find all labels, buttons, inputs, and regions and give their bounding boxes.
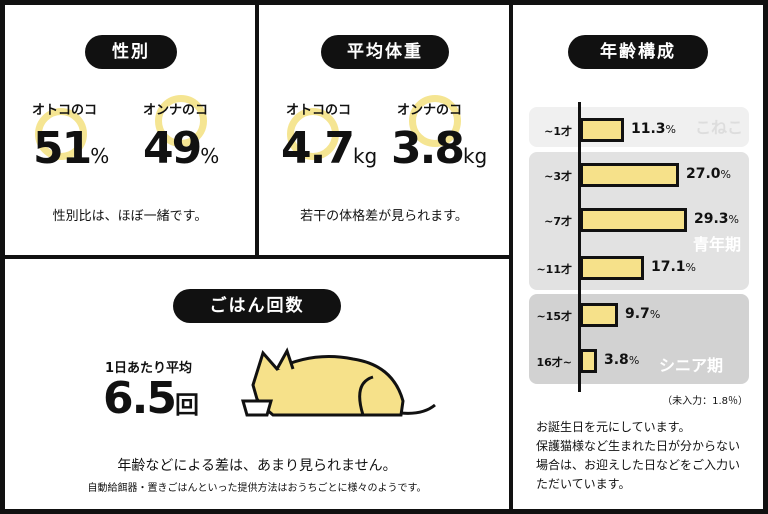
male-label: オトコのコ: [286, 103, 352, 118]
weight-panel: 平均体重 オトコのコ オンナのコ 4.7kg 3.8kg 若干の体格差が見られま…: [259, 5, 509, 255]
female-label: オンナのコ: [143, 103, 209, 118]
age-value: 3.8%: [604, 352, 640, 368]
age-bar: [580, 208, 687, 232]
female-symbol-icon: [409, 95, 461, 147]
band-kitten: こねこ: [529, 107, 749, 147]
age-label: 16才~: [536, 356, 572, 369]
age-label: ~1才: [544, 125, 572, 138]
missing-note: （未入力：1.8％）: [662, 396, 748, 407]
axis-line: [578, 102, 581, 392]
age-value: 17.1%: [651, 259, 696, 275]
age-bar: [580, 349, 597, 373]
cat-eating-illustration: [241, 347, 436, 417]
age-label: ~11才: [536, 263, 572, 276]
age-value: 9.7%: [625, 306, 661, 322]
age-note: お誕生日を元にしています。 保護猫様など生まれた日が分からない場合は、お迎えした…: [536, 420, 741, 491]
age-value: 27.0%: [686, 166, 731, 182]
band-senior: シニア期: [529, 294, 749, 384]
meals-avg-label: 1日あたり平均: [105, 361, 193, 376]
female-ratio: 49%: [143, 123, 220, 174]
sex-note: 性別比は、ほぼ一緒です。: [52, 209, 208, 224]
age-label: ~15才: [536, 310, 572, 323]
meals-value: 6.5回: [103, 373, 199, 424]
weight-note: 若干の体格差が見られます。: [300, 209, 468, 224]
male-weight: 4.7kg: [281, 123, 378, 174]
weight-title: 平均体重: [321, 35, 449, 69]
band-adult-label: 青年期: [692, 235, 741, 254]
meals-panel: ごはん回数 1日あたり平均 6.5回 年齢などによる差は、あまり見られません。 …: [5, 259, 509, 509]
meals-title: ごはん回数: [173, 289, 341, 323]
age-bar: [580, 303, 618, 327]
age-title: 年齢構成: [568, 35, 708, 69]
age-bar: [580, 163, 679, 187]
male-symbol-icon: [35, 108, 87, 160]
age-bar: [580, 256, 644, 280]
male-label: オトコのコ: [32, 103, 98, 118]
age-bar: [580, 118, 624, 142]
female-symbol-icon: [155, 95, 207, 147]
age-label: ~7才: [544, 215, 572, 228]
female-label: オンナのコ: [397, 103, 463, 118]
sex-title: 性別: [85, 35, 177, 69]
meals-sub-note: 自動給餌器・置きごはんといった提供方法はおうちごとに様々のようです。: [87, 483, 427, 494]
age-value: 29.3%: [694, 211, 739, 227]
meals-note: 年齢などによる差は、あまり見られません。: [117, 458, 397, 474]
sex-panel: 性別 オトコのコ オンナのコ 51% 49% 性別比は、ほぼ一緒です。: [5, 5, 255, 255]
age-value: 11.3%: [631, 121, 676, 137]
band-senior-label: シニア期: [658, 356, 723, 375]
age-label: ~3才: [544, 170, 572, 183]
male-ratio: 51%: [33, 123, 110, 174]
male-symbol-icon: [287, 108, 339, 160]
female-weight: 3.8kg: [391, 123, 488, 174]
band-kitten-label: こねこ: [694, 118, 743, 137]
